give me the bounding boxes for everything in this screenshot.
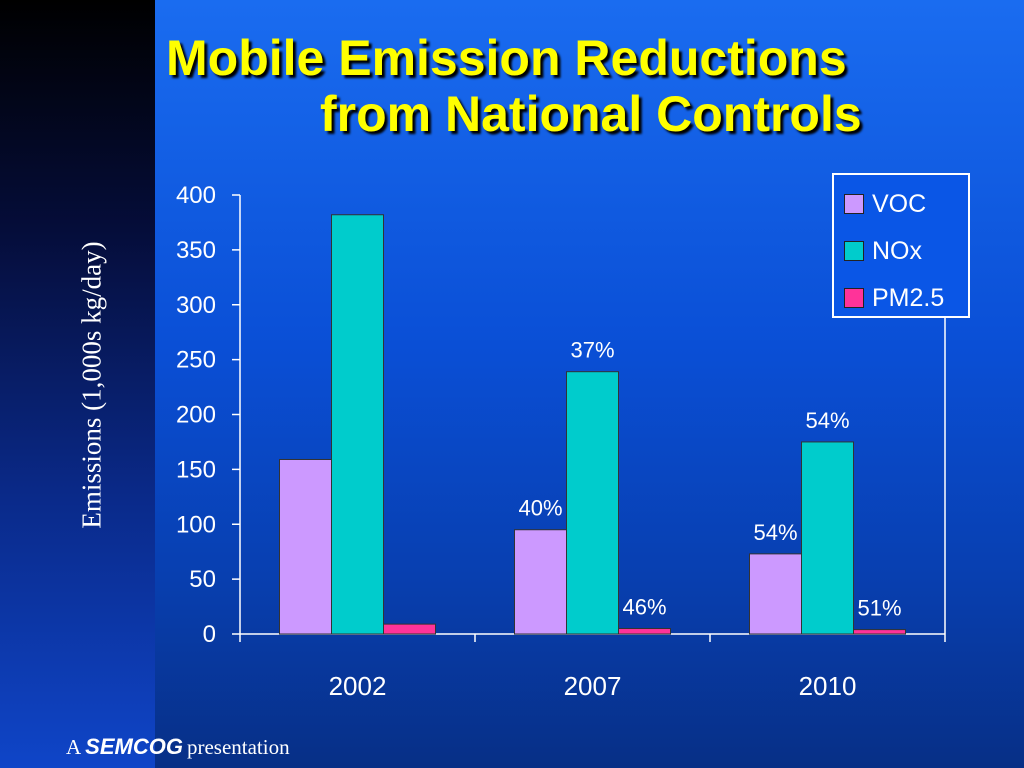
left-accent-bar xyxy=(0,0,155,768)
legend-label-nox: NOx xyxy=(872,236,922,265)
legend-swatch-pm25 xyxy=(844,288,864,308)
data-label: 54% xyxy=(753,520,797,545)
x-category-label: 2010 xyxy=(799,671,857,701)
legend-label-pm25: PM2.5 xyxy=(872,283,945,312)
bar-pm25-2010 xyxy=(853,629,906,635)
y-tick-label: 150 xyxy=(176,456,216,483)
title-line-1: Mobile Emission Reductions xyxy=(166,30,847,86)
legend-item-voc: VOC xyxy=(844,189,926,219)
data-label: 51% xyxy=(857,596,901,621)
title-line-2: from National Controls xyxy=(320,86,862,142)
y-tick-label: 300 xyxy=(176,292,216,319)
y-tick-label: 0 xyxy=(203,621,216,648)
bar-nox-2007 xyxy=(566,371,619,635)
y-tick-label: 400 xyxy=(176,182,216,209)
bar-voc-2002 xyxy=(279,458,332,635)
footer-suffix: presentation xyxy=(186,735,290,759)
semcog-logo-text: SEMCOG xyxy=(85,734,183,759)
slide-title: Mobile Emission Reductions from National… xyxy=(160,30,940,142)
y-tick-label: 200 xyxy=(176,402,216,429)
y-tick-label: 100 xyxy=(176,511,216,538)
y-tick-label: 50 xyxy=(189,566,216,593)
bar-voc-2010 xyxy=(749,553,802,635)
data-label: 40% xyxy=(518,496,562,521)
footer-prefix: A xyxy=(66,735,82,759)
legend-label-voc: VOC xyxy=(872,189,927,218)
bar-voc-2007 xyxy=(514,529,567,635)
bar-nox-2002 xyxy=(331,214,384,635)
data-label: 46% xyxy=(622,595,666,620)
chart-legend: VOC NOx PM2.5 xyxy=(832,173,970,318)
legend-item-nox: NOx xyxy=(844,236,922,266)
legend-swatch-voc xyxy=(844,194,864,214)
y-tick-label: 250 xyxy=(176,347,216,374)
legend-swatch-nox xyxy=(844,241,864,261)
bar-pm25-2002 xyxy=(383,623,436,635)
bar-nox-2010 xyxy=(801,441,854,635)
bar-pm25-2007 xyxy=(618,628,671,635)
data-label: 37% xyxy=(570,338,614,363)
x-category-label: 2002 xyxy=(329,671,387,701)
footer-credit: A SEMCOG presentation xyxy=(66,734,290,760)
legend-item-pm25: PM2.5 xyxy=(844,283,944,313)
y-tick-label: 350 xyxy=(176,237,216,264)
x-category-label: 2007 xyxy=(564,671,622,701)
data-label: 54% xyxy=(805,408,849,433)
